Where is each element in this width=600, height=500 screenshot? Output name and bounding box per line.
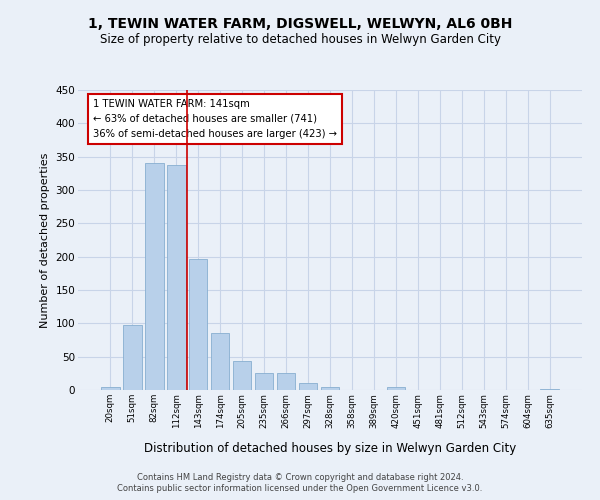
Bar — [101, 386, 119, 390]
Bar — [167, 166, 185, 390]
Bar — [299, 382, 317, 390]
Bar — [211, 334, 229, 390]
Text: Contains public sector information licensed under the Open Government Licence v3: Contains public sector information licen… — [118, 484, 482, 493]
Text: 1 TEWIN WATER FARM: 141sqm
← 63% of detached houses are smaller (741)
36% of sem: 1 TEWIN WATER FARM: 141sqm ← 63% of deta… — [93, 99, 337, 138]
Text: 1, TEWIN WATER FARM, DIGSWELL, WELWYN, AL6 0BH: 1, TEWIN WATER FARM, DIGSWELL, WELWYN, A… — [88, 18, 512, 32]
X-axis label: Distribution of detached houses by size in Welwyn Garden City: Distribution of detached houses by size … — [144, 442, 516, 454]
Text: Contains HM Land Registry data © Crown copyright and database right 2024.: Contains HM Land Registry data © Crown c… — [137, 472, 463, 482]
Y-axis label: Number of detached properties: Number of detached properties — [40, 152, 50, 328]
Bar — [541, 388, 559, 390]
Bar — [386, 386, 405, 390]
Bar — [277, 374, 295, 390]
Bar — [233, 362, 251, 390]
Bar — [123, 326, 142, 390]
Bar — [320, 386, 340, 390]
Bar — [189, 258, 208, 390]
Bar — [255, 372, 274, 390]
Bar — [145, 164, 164, 390]
Text: Size of property relative to detached houses in Welwyn Garden City: Size of property relative to detached ho… — [100, 32, 500, 46]
